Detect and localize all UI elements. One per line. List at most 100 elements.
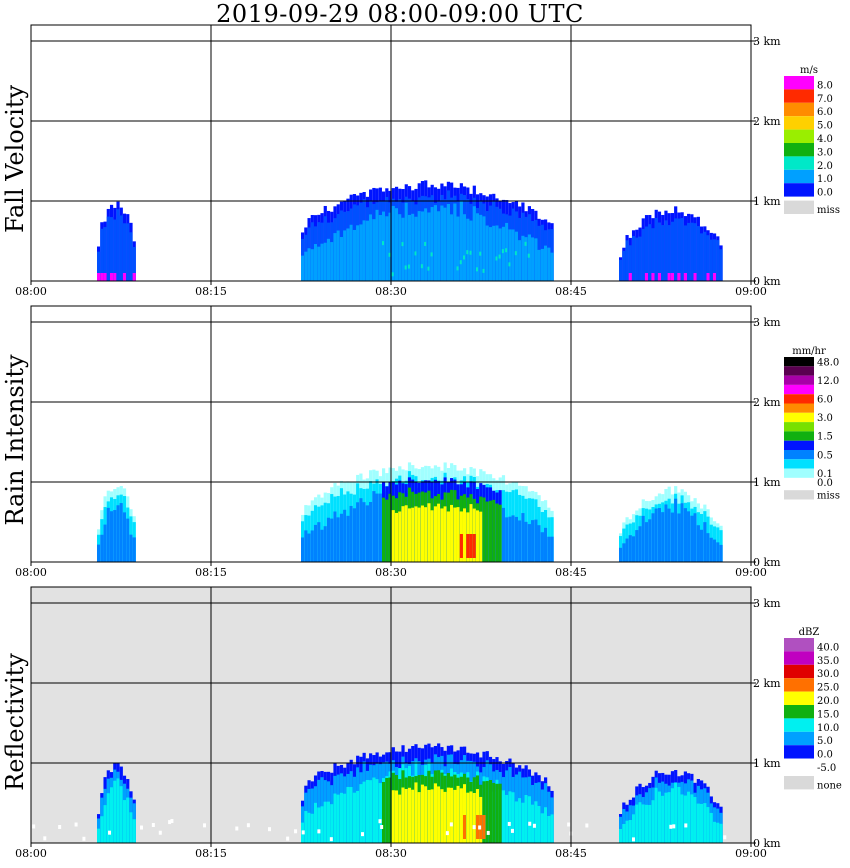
echo-column-core (638, 802, 642, 843)
echo-column-core (657, 508, 662, 562)
echo-column-core (333, 793, 337, 843)
colorbar-swatch (784, 116, 814, 130)
echo-column-core (680, 503, 684, 562)
echo-column-hot (404, 505, 408, 562)
echo-clutter (170, 819, 174, 824)
echo-column-core (505, 794, 509, 843)
echo-spot (644, 273, 649, 281)
echo-column-mid (106, 216, 110, 281)
echo-column-core (706, 533, 710, 562)
echo-clutter (58, 824, 62, 829)
echo-column-hot (398, 794, 402, 843)
colorbar-swatch (784, 678, 814, 692)
echo-clutter (108, 830, 112, 835)
echo-speckle (524, 241, 527, 246)
echo-column-core (531, 520, 535, 562)
echo-column-core (485, 225, 489, 281)
echo-column-hot (437, 503, 441, 562)
echo-column-core (703, 522, 707, 562)
colorbar-unit: mm/hr (792, 346, 826, 357)
echo-column-core (544, 527, 548, 562)
echo-column-hot (427, 789, 431, 843)
echo-column-core (352, 792, 357, 843)
echo-column-core (320, 529, 324, 562)
echo-column-core (116, 778, 120, 843)
echo-column-core (317, 522, 321, 562)
echo-clutter (378, 819, 382, 824)
echo-clutter (669, 824, 673, 829)
colorbar-swatch (784, 651, 814, 665)
echo-column-mid (712, 239, 717, 281)
echo-speckle (495, 256, 498, 261)
echo-column-core (122, 800, 127, 843)
echo-column-band (388, 777, 392, 843)
echo-column-core (394, 208, 399, 281)
echo-column-core (514, 516, 519, 562)
echo-column-core (103, 805, 107, 843)
echo-column-core (359, 224, 363, 281)
echo-column-core (356, 502, 360, 562)
echo-column-core (304, 530, 308, 562)
echo-column-band (382, 782, 386, 843)
echo-column-core (301, 537, 305, 562)
echo-speckle (382, 241, 384, 246)
echo-column-core (622, 824, 626, 843)
colorbar-label: -5.0 (817, 763, 836, 774)
echo-spot (651, 273, 655, 281)
echo-column-core (635, 530, 639, 562)
echo-column-core (320, 806, 324, 843)
echo-speckle (501, 249, 504, 254)
echo-column-core (716, 822, 720, 843)
echo-column-band (385, 499, 389, 562)
echo-clutter (32, 824, 36, 829)
echo-column-core (550, 252, 554, 281)
echo-column-core (472, 206, 476, 281)
echo-column-core (349, 224, 353, 281)
echo-column-hot (430, 510, 434, 562)
echo-column-hot (401, 506, 405, 562)
echo-column-mid (690, 222, 694, 281)
echo-clutter (723, 835, 727, 840)
echo-column-core (323, 801, 327, 843)
colorbar-swatch (784, 776, 814, 790)
echo-column-core (339, 237, 344, 281)
echo-spot (670, 273, 675, 281)
echo-column-core (709, 537, 713, 562)
echo-column-hot (475, 510, 480, 562)
echo-column-core (534, 519, 538, 562)
echo-clutter (507, 821, 511, 826)
echo-column-mid (622, 250, 626, 281)
echo-column-core (126, 797, 130, 843)
colorbar-label: 12.0 (817, 376, 839, 387)
echo-clutter (139, 825, 143, 830)
colorbar-unit: m/s (800, 65, 818, 76)
echo-column-core (313, 244, 318, 281)
echo-column-mid (641, 228, 645, 281)
echo-column-core (518, 798, 522, 843)
echo-column-core (641, 804, 645, 843)
echo-speckle (414, 251, 417, 256)
echo-column-core (369, 214, 373, 281)
echo-column-core (365, 505, 369, 562)
echo-column-core (651, 800, 655, 843)
colorbar-label: 3.0 (817, 147, 833, 158)
colorbar-label: 20.0 (817, 696, 839, 707)
echo-clutter (235, 826, 239, 831)
echo-speckle (527, 253, 530, 258)
echo-column-mid (709, 239, 713, 281)
echo-column-core (440, 205, 444, 281)
echo-column-core (323, 242, 327, 281)
echo-column-core (511, 792, 515, 843)
echo-column-core (304, 811, 308, 843)
x-tick-label: 08:30 (375, 566, 407, 579)
echo-speckle (404, 265, 407, 270)
echo-speckle (514, 251, 517, 256)
echo-column-core (346, 515, 350, 562)
echo-column-mid (116, 209, 120, 281)
echo-column-core (540, 532, 544, 562)
echo-column-mid (97, 251, 101, 281)
echo-column-core (385, 216, 389, 281)
echo-spot (657, 273, 662, 281)
echo-column-core (524, 521, 528, 562)
